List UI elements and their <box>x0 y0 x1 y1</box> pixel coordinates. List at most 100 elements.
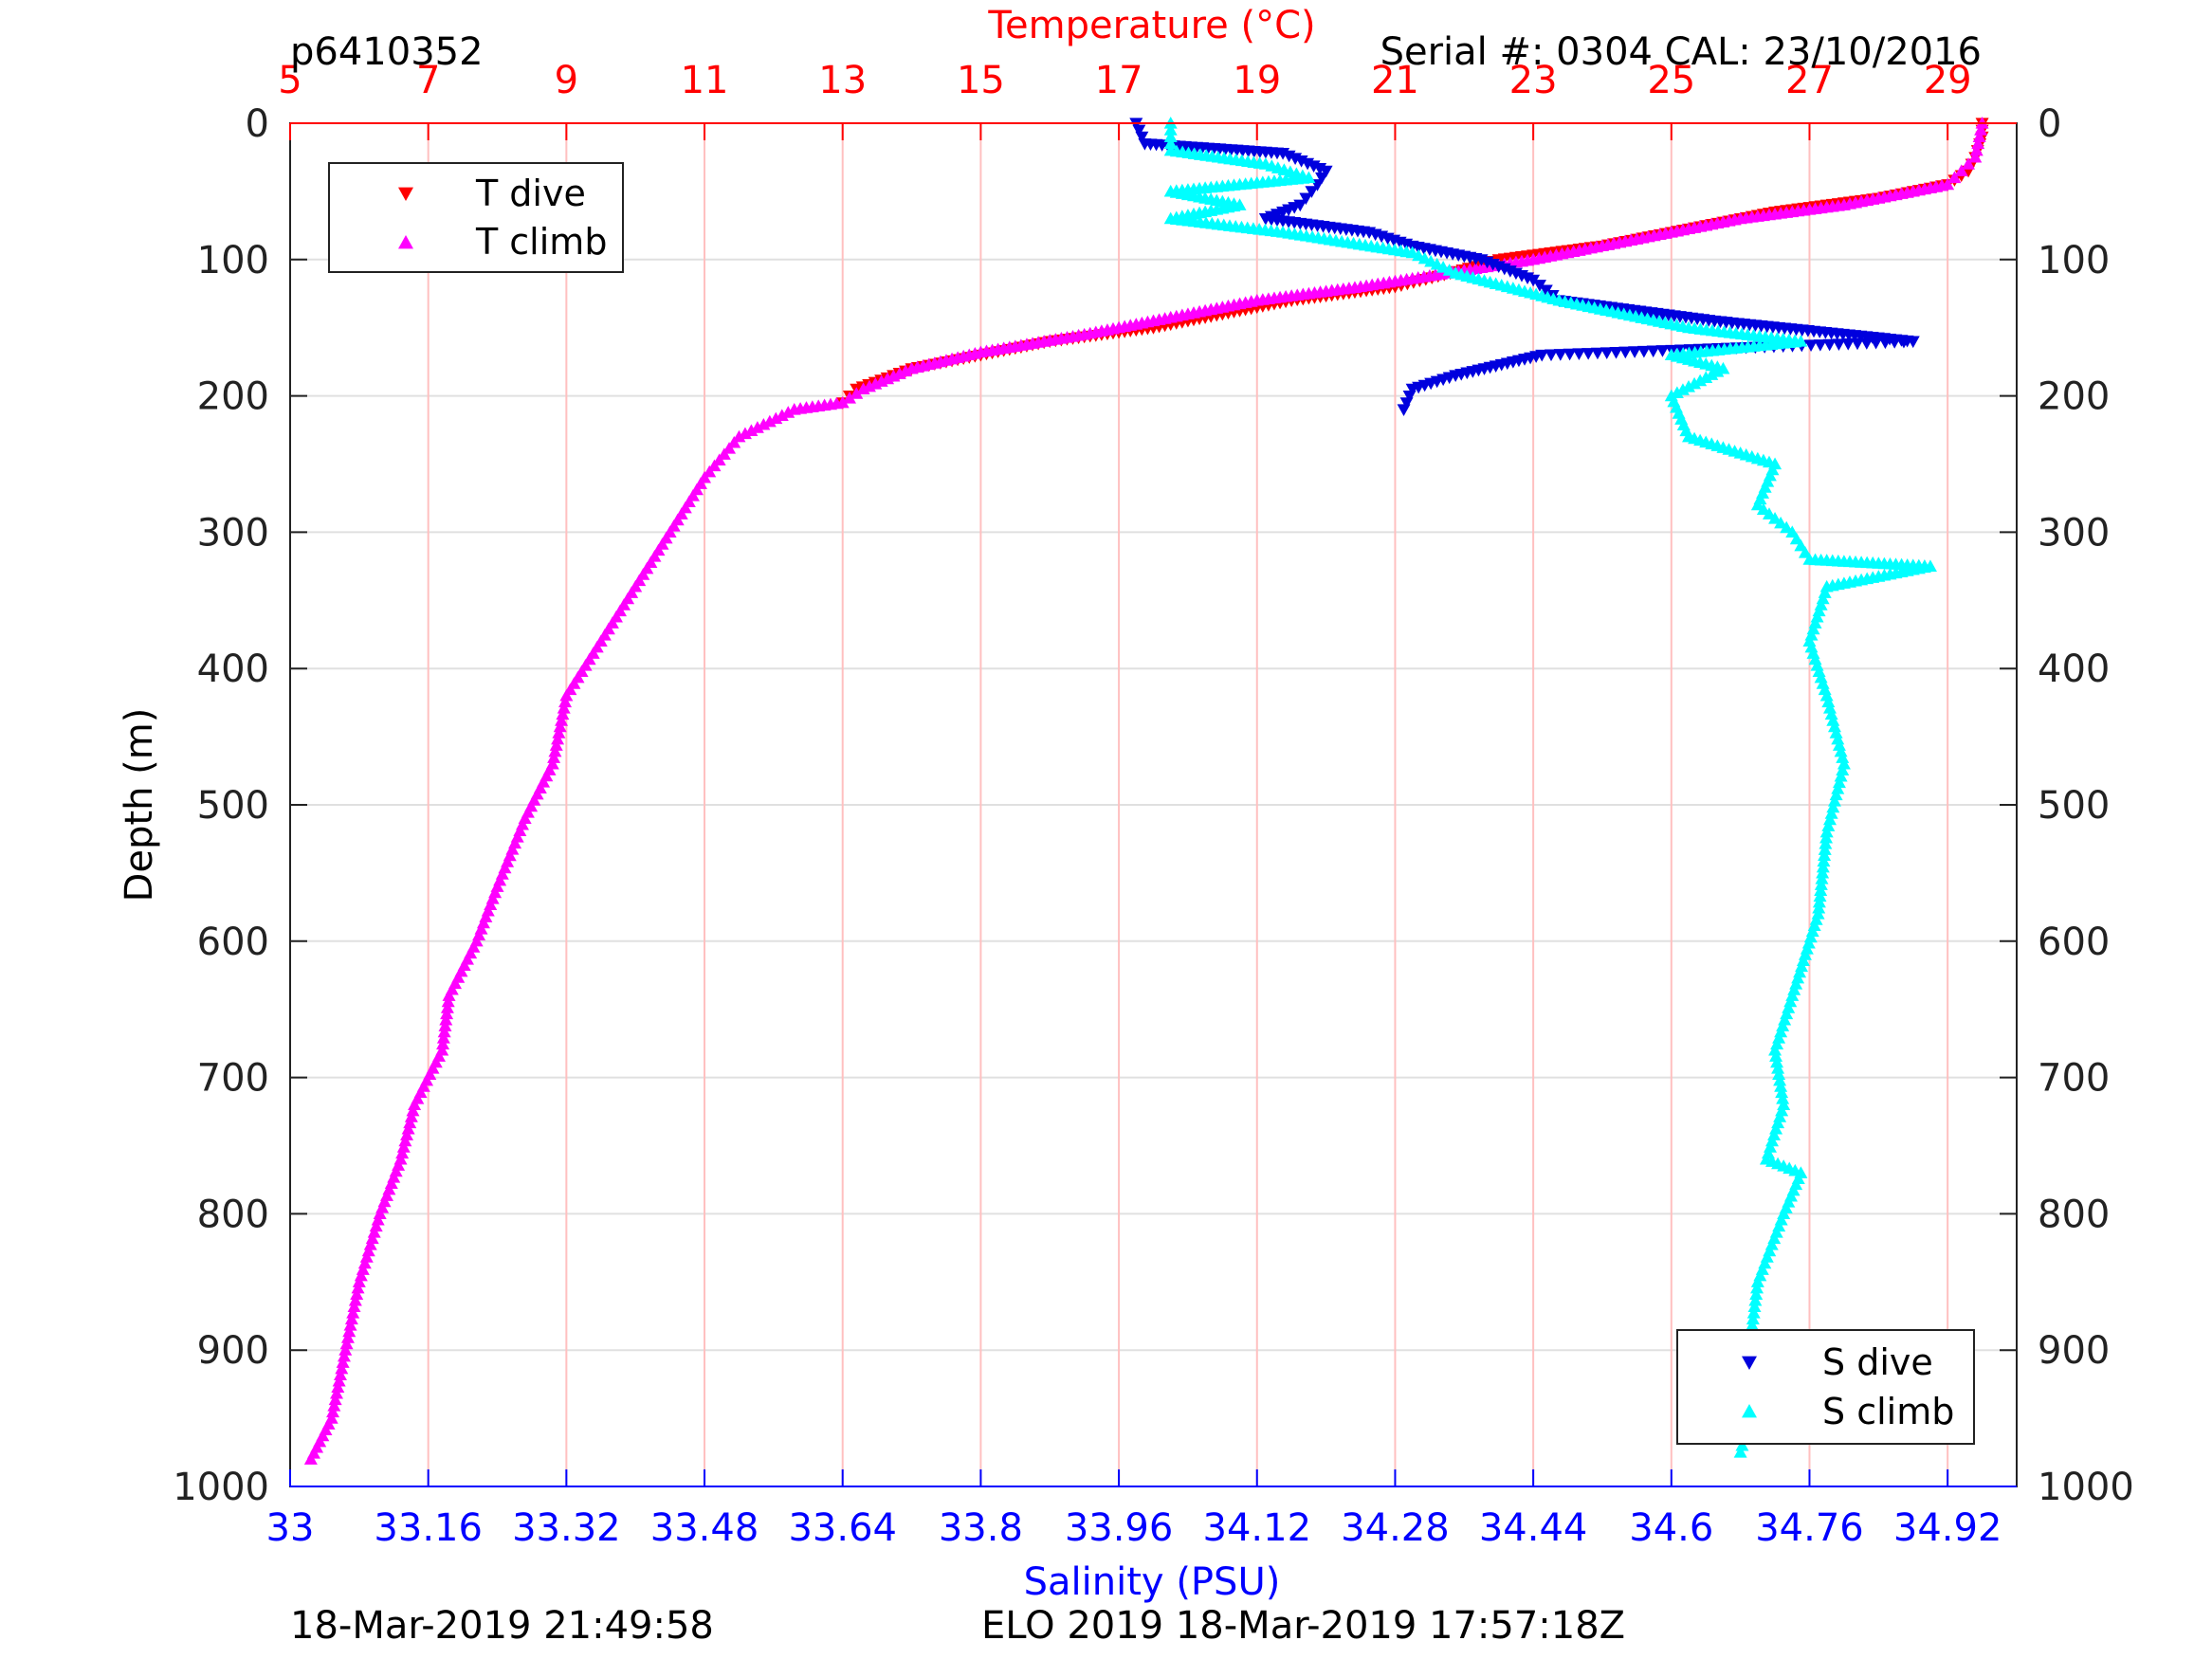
depth-tick-label-right: 600 <box>2038 921 2110 964</box>
marker-s-climb <box>1814 884 1828 896</box>
marker-s-dive <box>1305 186 1319 198</box>
marker-t-climb <box>338 1343 353 1356</box>
salinity-tick-label: 33.32 <box>512 1506 621 1550</box>
marker-s-dive <box>1841 337 1856 351</box>
marker-s-climb <box>1832 738 1846 751</box>
depth-axis-title: Depth (m) <box>118 708 161 902</box>
marker-s-dive <box>1399 397 1414 410</box>
depth-tick-label-left: 100 <box>197 239 269 283</box>
marker-s-dive <box>1646 345 1660 358</box>
legend-s-dive-label: S dive <box>1822 1341 1933 1383</box>
salinity-tick-label: 33.64 <box>788 1506 897 1550</box>
marker-t-climb <box>326 1405 340 1418</box>
footer-timestamp: 18-Mar-2019 21:49:58 <box>290 1604 714 1648</box>
marker-s-climb <box>1812 895 1826 908</box>
marker-s-climb <box>1770 1055 1784 1068</box>
marker-s-climb <box>1824 807 1838 819</box>
marker-t-climb <box>348 1293 362 1306</box>
marker-t-climb <box>327 1399 341 1412</box>
marker-t-climb <box>395 1146 410 1159</box>
depth-tick-label-left: 1000 <box>173 1466 269 1509</box>
marker-t-climb <box>557 702 571 714</box>
marker-s-climb <box>1818 843 1832 855</box>
marker-t-climb <box>342 1324 356 1338</box>
marker-t-climb <box>438 1019 452 1031</box>
marker-s-dive <box>1906 336 1920 349</box>
marker-t-climb <box>350 1287 364 1300</box>
marker-s-dive <box>1539 284 1553 298</box>
marker-t-climb <box>547 751 561 763</box>
marker-s-climb <box>1768 1043 1782 1056</box>
legend-temperature: T dive T climb <box>328 162 624 273</box>
marker-s-dive <box>1618 346 1633 359</box>
depth-tick-label-right: 900 <box>2038 1329 2110 1373</box>
temperature-tick-label: 21 <box>1371 59 1419 102</box>
marker-t-climb <box>400 1128 414 1140</box>
marker-t-climb <box>558 695 573 708</box>
salinity-tick-label: 33.16 <box>374 1506 483 1550</box>
depth-tick-label-left: 300 <box>197 511 269 555</box>
marker-t-climb <box>339 1337 354 1350</box>
marker-s-climb <box>1773 1073 1787 1086</box>
marker-s-dive <box>1859 337 1874 350</box>
temperature-tick-label: 25 <box>1647 59 1695 102</box>
depth-tick-label-right: 1000 <box>2038 1466 2134 1509</box>
marker-s-climb <box>1819 825 1834 838</box>
marker-s-climb <box>1818 848 1832 862</box>
series-t-climb <box>303 117 1989 1465</box>
grid-layer <box>290 123 2017 1486</box>
marker-t-climb <box>352 1275 366 1287</box>
legend-salinity: S dive S climb <box>1676 1329 1975 1445</box>
temperature-axis-title: Temperature (°C) <box>987 4 1315 47</box>
marker-t-climb <box>340 1331 355 1343</box>
depth-tick-label-right: 700 <box>2038 1057 2110 1101</box>
temperature-tick-label: 5 <box>278 59 302 102</box>
marker-s-dive <box>1674 344 1689 357</box>
marker-t-climb <box>343 1319 357 1331</box>
marker-s-climb <box>1776 1091 1790 1104</box>
marker-s-climb <box>1750 1275 1764 1287</box>
marker-s-dive <box>1804 339 1819 353</box>
marker-s-climb <box>1819 837 1833 849</box>
marker-t-climb <box>436 1037 450 1050</box>
marker-s-climb <box>1821 695 1836 708</box>
marker-s-climb <box>1836 751 1850 763</box>
depth-tick-label-left: 700 <box>197 1057 269 1101</box>
marker-s-dive <box>1397 404 1411 416</box>
depth-tick-label-right: 0 <box>2038 102 2061 146</box>
marker-s-climb <box>1819 830 1834 844</box>
marker-s-climb <box>1815 872 1829 884</box>
footer-info: ELO 2019 18-Mar-2019 17:57:18Z <box>981 1604 1625 1648</box>
marker-t-climb <box>398 1134 412 1147</box>
marker-s-dive <box>1655 345 1670 357</box>
marker-s-dive <box>1813 339 1827 352</box>
marker-s-dive <box>1532 280 1546 292</box>
depth-tick-label-left: 400 <box>197 647 269 691</box>
marker-s-climb <box>1746 1305 1761 1319</box>
series-t-dive <box>835 118 1989 410</box>
depth-tick-label-right: 100 <box>2038 239 2110 283</box>
marker-t-climb <box>346 1305 360 1319</box>
marker-t-climb <box>336 1356 350 1368</box>
marker-s-climb <box>1816 866 1830 879</box>
marker-s-dive <box>1609 346 1623 359</box>
depth-tick-label-left: 0 <box>246 102 269 146</box>
marker-t-climb <box>1969 143 1983 156</box>
marker-s-climb <box>1829 726 1843 738</box>
data-layer <box>303 117 1989 1465</box>
marker-s-dive <box>1563 348 1577 361</box>
marker-s-climb <box>1829 788 1843 801</box>
salinity-tick-label: 34.92 <box>1893 1506 2002 1550</box>
marker-s-dive <box>1299 192 1313 206</box>
marker-s-dive <box>1402 391 1417 403</box>
marker-s-climb <box>1812 901 1826 914</box>
marker-t-climb <box>328 1393 342 1406</box>
marker-t-climb <box>1968 150 1983 163</box>
marker-s-climb <box>1823 812 1837 826</box>
marker-s-dive <box>1590 347 1604 360</box>
marker-s-climb <box>1816 860 1830 873</box>
marker-t-climb <box>1947 171 1962 184</box>
marker-t-climb <box>441 994 455 1008</box>
marker-t-climb <box>1974 123 1988 136</box>
marker-t-climb <box>552 726 566 738</box>
